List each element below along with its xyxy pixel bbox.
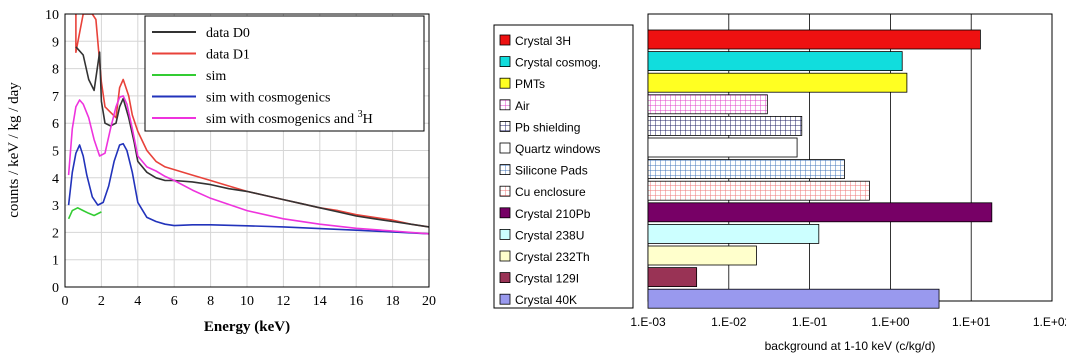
right-legend-label: Crystal 40K bbox=[515, 293, 577, 307]
left-x-tick-label: 8 bbox=[207, 294, 214, 309]
left-series-line bbox=[75, 46, 429, 228]
right-bar bbox=[647, 180, 870, 201]
right-legend-swatch bbox=[499, 228, 511, 240]
right-legend-swatch bbox=[499, 207, 511, 219]
left-x-tick-label: 0 bbox=[62, 294, 69, 309]
right-bar bbox=[647, 72, 908, 93]
right-bar bbox=[647, 116, 803, 136]
right-legend-box bbox=[493, 24, 634, 309]
left-series-line bbox=[67, 142, 429, 235]
right-legend-label: Crystal 232Th bbox=[515, 250, 590, 264]
right-legend-label: Crystal 3H bbox=[515, 34, 571, 48]
right-legend-label: Crystal 129I bbox=[515, 272, 579, 286]
left-y-tick-label: 5 bbox=[52, 145, 59, 160]
right-bar bbox=[647, 51, 903, 71]
left-x-tick-label: 20 bbox=[422, 294, 436, 309]
left-series-line bbox=[67, 95, 429, 235]
right-bar bbox=[647, 267, 698, 288]
left-x-tick-label: 6 bbox=[171, 294, 178, 309]
left-legend-label: sim with cosmogenics bbox=[206, 91, 330, 106]
left-x-axis-label: Energy (keV) bbox=[204, 319, 290, 335]
left-legend-box bbox=[144, 15, 425, 132]
left-series-group bbox=[67, 14, 429, 235]
right-bar bbox=[647, 137, 798, 158]
left-legend-label: sim with cosmogenics and 3H bbox=[206, 109, 373, 127]
right-legend-swatch bbox=[499, 164, 511, 176]
left-series-line bbox=[75, 14, 429, 228]
right-bars-group bbox=[647, 29, 993, 309]
right-legend-label: Air bbox=[515, 99, 530, 113]
right-bar bbox=[647, 245, 757, 266]
right-legend-label: Quartz windows bbox=[515, 142, 600, 156]
left-x-tick-label: 10 bbox=[240, 294, 254, 309]
left-legend-label: data D0 bbox=[206, 26, 250, 41]
left-legend: data D0 data D1 sim sim with cosmogenics sim… bbox=[144, 15, 425, 132]
right-bar bbox=[647, 288, 940, 309]
left-x-tick-label: 14 bbox=[313, 294, 327, 309]
right-legend-swatch bbox=[499, 250, 511, 262]
right-legend-swatch bbox=[499, 77, 511, 89]
right-bar bbox=[647, 94, 768, 115]
right-x-tick-label: 1.E-02 bbox=[711, 315, 747, 329]
right-bar bbox=[647, 202, 993, 223]
left-x-tick-label: 18 bbox=[386, 294, 400, 309]
right-legend-label: Silicone Pads bbox=[515, 164, 588, 178]
left-y-tick-label: 9 bbox=[52, 35, 59, 50]
right-legend-swatch bbox=[499, 272, 511, 284]
right-legend-swatch bbox=[499, 56, 511, 67]
left-x-tick-label: 4 bbox=[134, 294, 141, 309]
right-x-tick-label: 1.E-03 bbox=[630, 315, 666, 329]
left-y-tick-label: 7 bbox=[52, 90, 59, 105]
right-bar bbox=[647, 29, 981, 50]
left-y-tick-label: 4 bbox=[52, 172, 59, 187]
right-legend-label: Cu enclosure bbox=[515, 185, 586, 199]
right-legend-label: Pb shielding bbox=[515, 120, 580, 134]
right-legend-swatch bbox=[499, 185, 511, 197]
left-x-tick-label: 16 bbox=[349, 294, 363, 309]
right-legend-label: Crystal 210Pb bbox=[515, 207, 591, 221]
right-legend-swatch bbox=[499, 142, 511, 154]
left-x-tick-label: 2 bbox=[98, 294, 105, 309]
left-y-tick-label: 10 bbox=[45, 8, 59, 23]
right-bar bbox=[647, 223, 820, 244]
right-legend-swatch bbox=[499, 293, 511, 305]
right-tick-labels: 1.E-03 1.E-02 1.E-01 1.E+00 1.E+01 1.E+02 bbox=[630, 315, 1066, 329]
right-legend-swatch bbox=[499, 34, 511, 46]
left-y-tick-label: 2 bbox=[52, 226, 59, 241]
left-x-tick-label: 12 bbox=[276, 294, 290, 309]
right-x-axis-label: background at 1-10 keV (c/kg/d) bbox=[765, 339, 936, 353]
right-bar bbox=[647, 159, 845, 180]
right-legend-label: Crystal cosmog. bbox=[515, 56, 601, 70]
right-legend: Crystal 3H Crystal cosmog. PMTs Air Pb shiel… bbox=[493, 24, 634, 309]
background-budget-chart: 1.E-03 1.E-02 1.E-01 1.E+00 1.E+01 1.E+02 bac… bbox=[493, 13, 1066, 353]
right-x-tick-label: 1.E+01 bbox=[952, 315, 991, 329]
left-y-axis-label: counts / keV / kg / day bbox=[6, 82, 22, 218]
left-y-tick-label: 1 bbox=[52, 254, 59, 269]
left-legend-label: sim bbox=[206, 69, 226, 84]
right-legend-label: Crystal 238U bbox=[515, 228, 584, 242]
right-x-tick-label: 1.E-01 bbox=[792, 315, 828, 329]
left-legend-label: data D1 bbox=[206, 48, 250, 63]
right-legend-swatch bbox=[499, 99, 511, 111]
left-y-tick-label: 6 bbox=[52, 117, 59, 132]
left-y-tick-label: 3 bbox=[52, 199, 59, 214]
right-x-tick-label: 1.E+00 bbox=[871, 315, 910, 329]
left-series-line bbox=[67, 207, 102, 220]
right-legend-swatch bbox=[499, 121, 511, 132]
right-x-tick-label: 1.E+02 bbox=[1033, 315, 1066, 329]
left-y-tick-label: 8 bbox=[52, 63, 59, 78]
right-legend-label: PMTs bbox=[515, 77, 545, 91]
left-y-tick-label: 0 bbox=[52, 281, 59, 296]
left-plot-frame bbox=[64, 13, 430, 288]
